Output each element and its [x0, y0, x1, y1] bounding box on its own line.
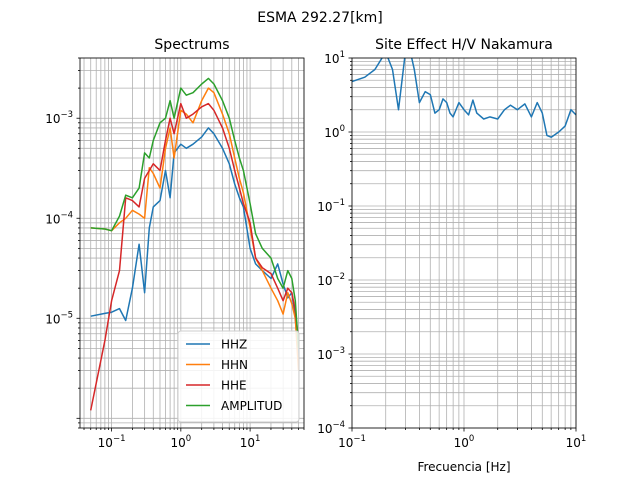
y-tick-label: 10−2	[317, 272, 345, 288]
series-group	[89, 77, 300, 411]
y-tick-label: 10−3	[317, 346, 345, 362]
legend-label-hhz: HHZ	[221, 338, 247, 352]
panel-title: Site Effect H/V Nakamura	[375, 37, 553, 53]
series-line-amplitud	[90, 77, 300, 349]
axes-frame	[79, 57, 305, 429]
x-tick-label: 100	[454, 434, 475, 450]
legend-label-hhe: HHE	[221, 379, 247, 393]
series-line-hhn	[90, 87, 300, 371]
y-tick-label: 101	[324, 50, 345, 66]
y-tick-label: 10−1	[317, 198, 345, 214]
y-tick-label: 10−3	[45, 110, 73, 126]
series-group	[352, 58, 576, 138]
axis-ticks	[76, 57, 305, 432]
legend-box	[177, 330, 300, 423]
panel-1: 10−1 100 101 10−5 10−4 10−3 Spectrums HHZ HHN HHE…	[45, 37, 305, 450]
legend: HHZ HHN HHE AMPLITUD	[177, 330, 300, 423]
x-tick-label: 101	[240, 434, 261, 450]
legend-label-amplitud: AMPLITUD	[221, 399, 282, 413]
y-tick-label: 10−4	[45, 210, 73, 226]
series-line-hhz	[90, 127, 300, 359]
x-tick-label: 10−1	[338, 434, 366, 450]
figure-suptitle: ESMA 292.27[km]	[257, 10, 383, 26]
y-tick-label: 100	[324, 124, 345, 140]
legend-label-hhn: HHN	[221, 358, 248, 372]
panel-2: 10−1 100 101 10−4 10−3 10−2 10−1 100 101 Site Eff…	[317, 37, 586, 474]
x-tick-label: 10−1	[98, 434, 126, 450]
panel-title: Spectrums	[154, 37, 229, 53]
series-line-hv-ratio	[352, 58, 576, 138]
x-tick-label: 101	[566, 434, 587, 450]
x-tick-label: 100	[170, 434, 191, 450]
axis-ticks	[348, 57, 577, 432]
series-line-hhe	[89, 102, 300, 411]
y-tick-label: 10−4	[317, 420, 345, 436]
x-axis-label: Frecuencia [Hz]	[417, 460, 510, 474]
y-tick-label: 10−5	[45, 310, 73, 326]
